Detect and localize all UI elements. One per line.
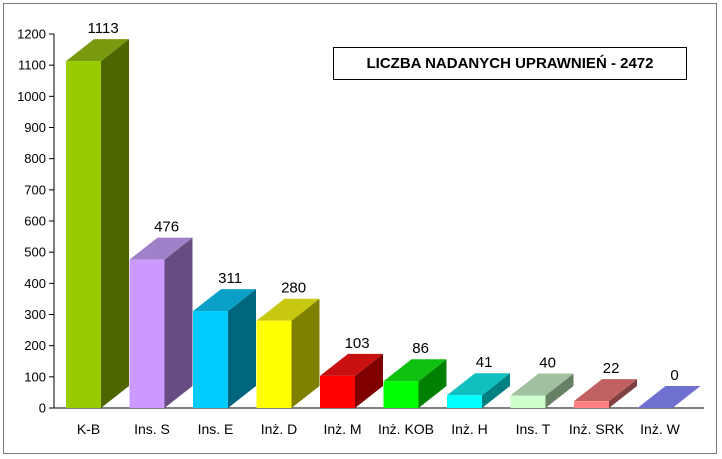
data-label: 41 (476, 354, 493, 371)
bar-top (129, 237, 193, 260)
category-label: Ins. T (516, 421, 551, 437)
data-label: 86 (412, 340, 429, 357)
bar-top (574, 379, 637, 402)
bar (320, 353, 383, 408)
bars (66, 39, 701, 409)
bar-side (609, 379, 637, 408)
data-label: 311 (218, 270, 242, 287)
bar-front (447, 395, 482, 408)
bar-side (101, 39, 129, 409)
bar-front (129, 259, 165, 408)
bar-top (383, 359, 447, 382)
data-label: 0 (670, 367, 678, 384)
bar-side (545, 373, 574, 408)
category-labels: K-B Ins. S Ins. E Inż. D Inż. M Inż. KOB Inż. … (77, 421, 681, 437)
bar (383, 359, 447, 408)
y-tick-label: 1100 (18, 58, 46, 73)
bar (256, 298, 320, 408)
y-tick-label: 900 (24, 120, 46, 135)
bar-front (510, 395, 546, 408)
bar-top (447, 373, 510, 396)
bar (637, 386, 701, 408)
category-label: Inż. KOB (378, 421, 434, 437)
y-tick-label: 1000 (17, 89, 46, 104)
bar (66, 39, 129, 409)
category-label: K-B (77, 421, 100, 437)
data-labels: 1113 476 311 280 103 86 41 40 22 0 (88, 20, 679, 384)
bar-side (355, 353, 383, 408)
category-label: Inż. M (323, 421, 361, 437)
y-tick-label: 400 (24, 276, 46, 291)
bar-front (66, 61, 101, 409)
y-tick-label: 300 (24, 307, 46, 322)
bar (193, 289, 256, 408)
bar-side (228, 289, 256, 408)
y-tick-label: 500 (24, 245, 46, 260)
data-label: 1113 (88, 20, 119, 37)
bar-top (193, 289, 256, 312)
y-tick-label: 600 (24, 214, 46, 229)
category-label: Ins. S (134, 421, 170, 437)
bar-side (291, 298, 320, 408)
category-label: Inż. W (640, 421, 680, 437)
data-label: 22 (603, 360, 620, 377)
y-tick-label: 100 (24, 369, 46, 384)
category-label: Inż. D (261, 421, 298, 437)
bar-front (320, 375, 355, 408)
category-label: Inż. H (451, 421, 488, 437)
chart-title: LICZBA NADANYCH UPRAWNIEŃ - 2472 (333, 47, 687, 80)
y-tick-label: 700 (24, 182, 46, 197)
category-label: Inż. SRK (569, 421, 625, 437)
data-label: 40 (539, 355, 556, 372)
bar-front (574, 401, 609, 408)
bar (510, 373, 574, 408)
bar-top (637, 386, 701, 408)
y-tick-label: 200 (24, 338, 46, 353)
y-tick-label: 800 (24, 151, 46, 166)
bar (574, 379, 637, 408)
y-tick-label: 1200 (17, 27, 46, 42)
bar-top (256, 298, 320, 321)
bar-front (383, 381, 419, 408)
data-label: 476 (154, 219, 179, 236)
bar-front (256, 320, 292, 408)
bar-side (164, 237, 193, 408)
bar-front (193, 311, 228, 408)
bar-side (418, 359, 447, 408)
bar-top (66, 39, 129, 62)
bar-top (320, 353, 383, 376)
category-label: Ins. E (198, 421, 234, 437)
bar (447, 373, 510, 408)
bar-side (482, 373, 510, 408)
y-tick-label: 0 (39, 401, 46, 416)
bar-top (510, 373, 574, 396)
data-label: 280 (281, 280, 306, 297)
bar (129, 237, 193, 408)
data-label: 103 (345, 335, 370, 352)
